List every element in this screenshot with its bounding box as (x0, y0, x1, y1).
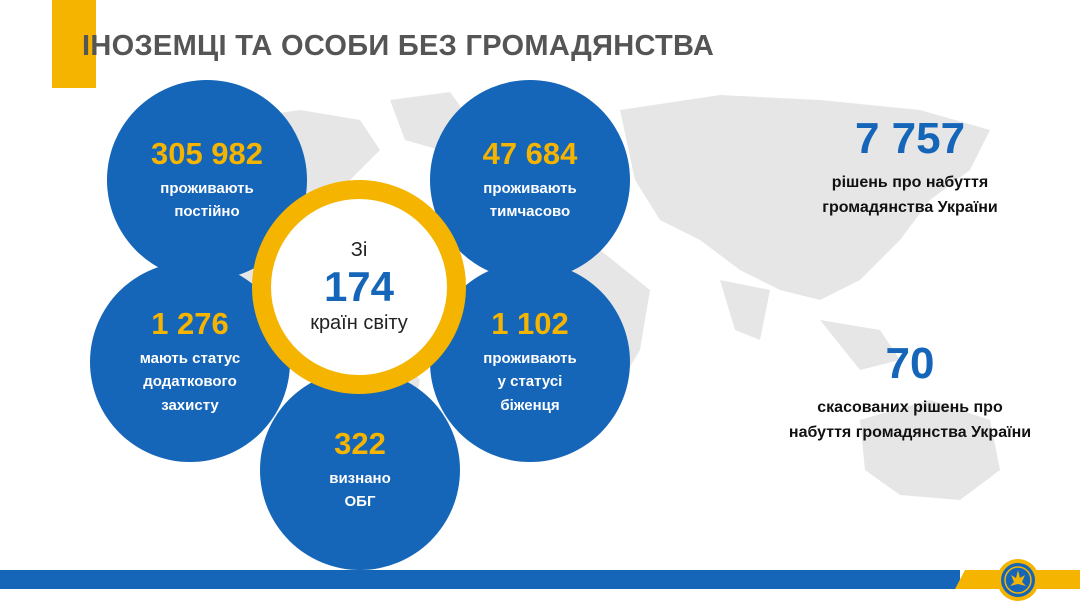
countries-suffix: країн світу (310, 312, 408, 335)
stat-number: 70 (885, 339, 935, 388)
stat-bubble-stateless: 322 визнано ОБГ (260, 370, 460, 570)
stat-bubble-temporary: 47 684 проживають тимчасово (430, 80, 630, 280)
stat-citizenship-revoked: 70 скасованих рішень про набуття громадя… (750, 339, 1070, 446)
stat-citizenship-granted: 7 757 рішень про набуття громадянства Ук… (770, 114, 1050, 221)
bubble-label: проживають тимчасово (483, 179, 577, 221)
bubble-label: визнано ОБГ (329, 469, 391, 511)
agency-emblem-icon (997, 559, 1039, 601)
bubble-number: 322 (334, 425, 386, 461)
countries-number: 174 (323, 262, 395, 310)
countries-prefix: Зі (350, 238, 368, 261)
page-title: ІНОЗЕМЦІ ТА ОСОБИ БЕЗ ГРОМАДЯНСТВА (82, 30, 715, 62)
bubble-number: 1 276 (151, 306, 229, 342)
bubble-label: мають статус додаткового захисту (139, 350, 241, 414)
stat-label: рішень про набуття громадянства України (822, 174, 998, 217)
bubble-number: 305 982 (150, 135, 264, 171)
bubble-label: проживають у статусі біженця (483, 350, 577, 414)
countries-ring: Зі 174 країн світу (252, 180, 466, 394)
bubble-label: проживають постійно (160, 179, 254, 221)
bubble-number: 1 102 (491, 306, 569, 342)
title-accent-bar (52, 0, 96, 88)
stat-number: 7 757 (854, 114, 966, 163)
stat-label: скасованих рішень про набуття громадянст… (788, 399, 1032, 442)
footer-blue-bar (0, 570, 960, 589)
bubble-number: 47 684 (482, 135, 578, 171)
